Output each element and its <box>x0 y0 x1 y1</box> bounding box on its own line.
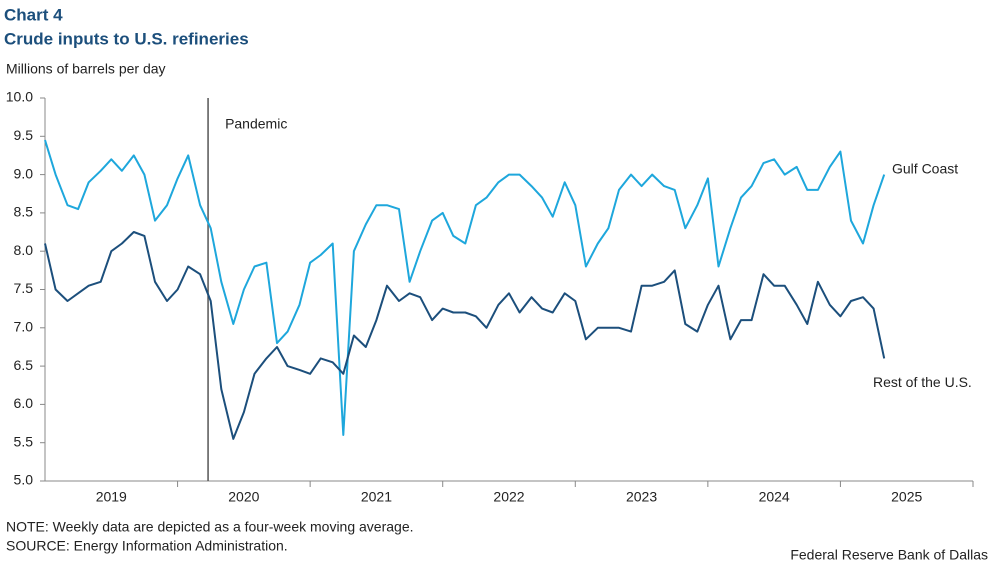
credit: Federal Reserve Bank of Dallas <box>790 547 988 563</box>
series-label: Rest of the U.S. <box>873 374 972 390</box>
x-tick-label: 2022 <box>493 489 524 505</box>
y-tick-label: 8.0 <box>14 242 34 258</box>
y-tick-label: 7.5 <box>14 280 34 296</box>
y-tick-label: 9.5 <box>14 127 34 143</box>
y-tick-label: 5.5 <box>14 433 34 449</box>
y-tick-label: 8.5 <box>14 204 34 220</box>
annotation-label: Pandemic <box>225 116 287 132</box>
source: SOURCE: Energy Information Administratio… <box>6 538 288 554</box>
y-tick-label: 6.5 <box>14 357 34 373</box>
note: NOTE: Weekly data are depicted as a four… <box>6 519 414 535</box>
x-tick-label: 2019 <box>96 489 127 505</box>
y-tick-label: 5.0 <box>14 472 34 488</box>
y-axis-label: Millions of barrels per day <box>6 61 166 77</box>
x-tick-label: 2024 <box>759 489 790 505</box>
x-tick-label: 2023 <box>626 489 657 505</box>
chart-subtitle: Crude inputs to U.S. refineries <box>4 29 249 48</box>
chart-title: Chart 4 <box>4 5 63 24</box>
series-line <box>44 139 886 436</box>
y-tick-label: 9.0 <box>14 165 34 181</box>
y-tick-label: 10.0 <box>6 89 33 105</box>
series-label: Gulf Coast <box>892 160 958 176</box>
y-tick-label: 6.0 <box>14 395 34 411</box>
x-tick-label: 2021 <box>361 489 392 505</box>
y-tick-label: 7.0 <box>14 319 34 335</box>
x-tick-label: 2020 <box>228 489 259 505</box>
x-tick-label: 2025 <box>891 489 922 505</box>
series-line <box>44 231 886 440</box>
